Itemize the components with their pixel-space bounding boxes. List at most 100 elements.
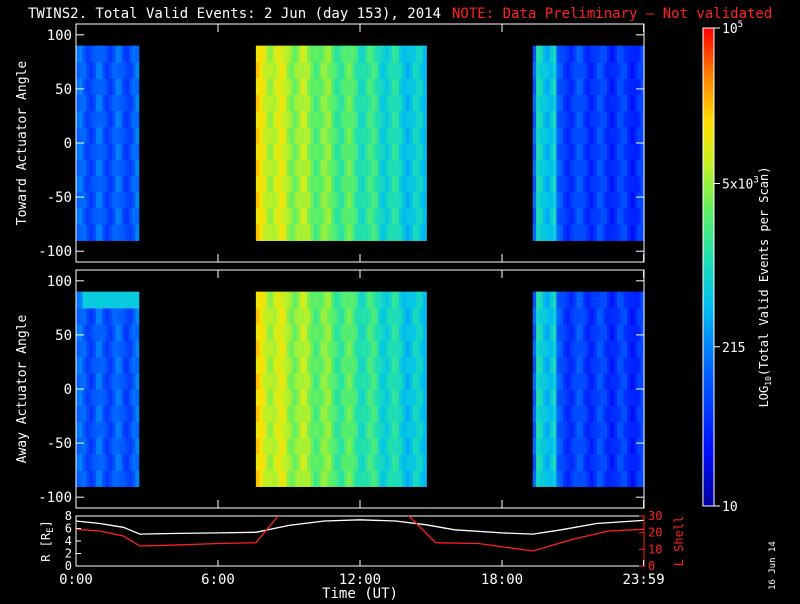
toward-heatmap-cell — [600, 78, 605, 95]
toward-heatmap-cell — [395, 110, 400, 128]
away-heatmap-cell — [563, 437, 568, 455]
colorbar-label: LOG10(Total Valid Events per Scan) — [757, 167, 773, 408]
toward-heatmap-cell — [419, 191, 424, 209]
away-heatmap-cell — [255, 356, 260, 374]
away-heatmap-cell — [296, 291, 301, 309]
away-heatmap-cell — [556, 307, 561, 325]
away-heatmap-cell — [300, 453, 305, 471]
away-heatmap-cell — [112, 421, 117, 439]
toward-heatmap-cell — [79, 45, 84, 63]
toward-heatmap-cell — [276, 61, 281, 79]
toward-heatmap-cell — [269, 110, 274, 128]
away-heatmap-cell — [399, 421, 404, 439]
away-heatmap-cell — [388, 372, 393, 390]
away-heatmap-cell — [395, 372, 400, 390]
toward-heatmap-cell — [82, 191, 87, 209]
toward-heatmap-cell — [361, 45, 366, 63]
away-heatmap-cell — [313, 389, 318, 406]
away-heatmap-cell — [583, 437, 588, 455]
away-heatmap-cell — [89, 389, 94, 406]
away-heatmap-cell — [395, 291, 400, 309]
away-heatmap-cell — [351, 421, 356, 439]
toward-heatmap-cell — [85, 175, 90, 193]
away-heatmap-cell — [99, 372, 104, 390]
away-heatmap-cell — [399, 324, 404, 341]
away-heatmap-cell — [422, 307, 427, 325]
toward-heatmap-cell — [266, 110, 271, 128]
away-heatmap-cell — [419, 307, 424, 325]
toward-heatmap-cell — [405, 61, 410, 79]
toward-heatmap-cell — [385, 224, 390, 241]
toward-heatmap-cell — [637, 143, 642, 160]
toward-heatmap-cell — [300, 191, 305, 209]
away-heatmap-cell — [102, 356, 107, 374]
away-heatmap-cell — [296, 372, 301, 390]
toward-heatmap-cell — [600, 61, 605, 79]
toward-heatmap-cell — [266, 126, 271, 144]
orbit-ytick-left-label: 8 — [65, 509, 72, 523]
away-heatmap-cell — [364, 340, 369, 358]
toward-heatmap-cell — [566, 110, 571, 128]
away-heatmap-cell — [549, 356, 554, 374]
away-heatmap-cell — [630, 356, 635, 374]
away-heatmap-cell — [542, 356, 547, 374]
toward-heatmap-cell — [330, 207, 335, 225]
toward-heatmap-cell — [283, 61, 288, 79]
toward-heatmap-cell — [115, 159, 120, 177]
away-heatmap-cell — [542, 389, 547, 406]
away-heatmap-cell — [118, 340, 123, 358]
toward-heatmap-cell — [303, 78, 308, 95]
away-heatmap-cell — [85, 470, 90, 487]
toward-heatmap-cell — [405, 110, 410, 128]
toward-heatmap-cell — [125, 61, 130, 79]
toward-heatmap-cell — [293, 159, 298, 177]
away-heatmap-cell — [586, 372, 591, 390]
away-heatmap-cell — [358, 389, 363, 406]
toward-heatmap-cell — [337, 94, 342, 112]
toward-heatmap-cell — [85, 191, 90, 209]
away-heatmap-cell — [409, 340, 414, 358]
away-heatmap-cell — [583, 356, 588, 374]
toward-heatmap-cell — [546, 126, 551, 144]
toward-heatmap-cell — [347, 78, 352, 95]
away-heatmap-cell — [620, 372, 625, 390]
away-heatmap-cell — [76, 372, 80, 390]
away-heatmap-cell — [313, 340, 318, 358]
away-heatmap-cell — [358, 356, 363, 374]
away-heatmap-cell — [596, 405, 601, 423]
toward-heatmap-cell — [310, 61, 315, 79]
away-heatmap-cell — [590, 291, 595, 309]
away-heatmap-cell — [347, 470, 352, 487]
toward-heatmap-cell — [115, 126, 120, 144]
away-heatmap-cell — [613, 453, 618, 471]
away-heatmap-cell — [395, 437, 400, 455]
toward-heatmap-cell — [317, 207, 322, 225]
away-heatmap-cell — [532, 453, 537, 471]
toward-heatmap-cell — [536, 78, 541, 95]
away-heatmap-cell — [102, 437, 107, 455]
toward-heatmap-cell — [82, 207, 87, 225]
toward-heatmap-cell — [392, 78, 397, 95]
away-heatmap-cell — [262, 421, 267, 439]
toward-heatmap-cell — [320, 110, 325, 128]
toward-heatmap-cell — [623, 175, 628, 193]
away-heatmap-cell — [109, 291, 113, 309]
toward-heatmap-cell — [536, 143, 541, 160]
toward-heatmap-cell — [99, 61, 104, 79]
toward-heatmap-cell — [279, 78, 284, 95]
toward-heatmap-cell — [95, 61, 100, 79]
away-heatmap-cell — [296, 470, 301, 487]
away-heatmap-cell — [276, 453, 281, 471]
toward-heatmap-cell — [378, 159, 383, 177]
toward-heatmap-cell — [112, 45, 117, 63]
toward-heatmap-cell — [347, 110, 352, 128]
toward-heatmap-cell — [536, 224, 541, 241]
away-heatmap-cell — [573, 356, 578, 374]
toward-heatmap-cell — [371, 175, 376, 193]
toward-heatmap-cell — [586, 110, 591, 128]
away-heatmap-cell — [395, 340, 400, 358]
toward-heatmap-cell — [381, 61, 386, 79]
away-heatmap-cell — [419, 356, 424, 374]
toward-heatmap-cell — [613, 191, 618, 209]
toward-heatmap-cell — [276, 110, 281, 128]
